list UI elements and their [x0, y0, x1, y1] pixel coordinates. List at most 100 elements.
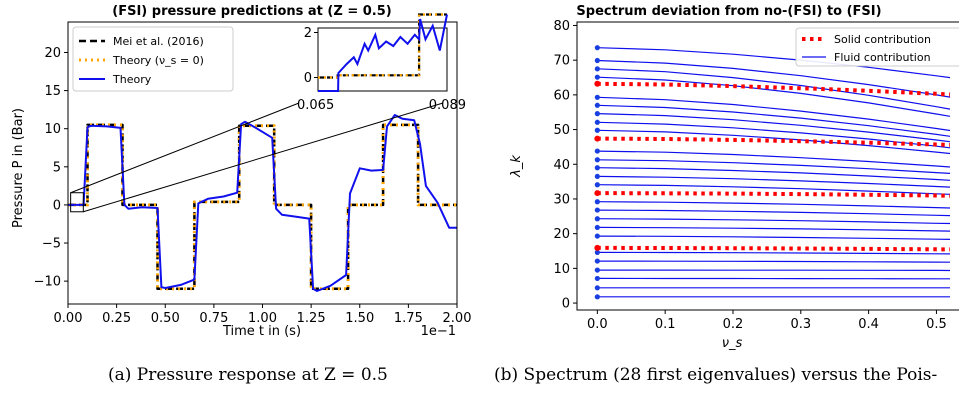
eigen-marker [594, 66, 600, 72]
zoom-connector [83, 102, 444, 213]
x-tick-label: 1.75 [394, 311, 423, 326]
x-tick-label: 0.1 [655, 317, 676, 332]
y-tick-label: 0 [53, 198, 61, 213]
solid-eigen-line [597, 191, 951, 198]
y-axis-label: Pressure P in (Bar) [11, 108, 26, 228]
fluid-eigen-line [597, 209, 951, 217]
y-tick-label: 70 [553, 54, 570, 69]
legend-label: Fluid contribution [834, 51, 931, 64]
chart-title: (FSI) pressure predictions at (Z = 0.5) [112, 4, 391, 19]
solid-eigen-marker [594, 244, 601, 251]
eigen-marker [594, 275, 600, 282]
chart-title: Spectrum deviation from no-(FSI) to (FSI… [576, 4, 881, 19]
axes: 0.0 0.1 0.2 0.3 0.4 0.5 0 10 20 30 40 50 60 70 80 [553, 19, 959, 332]
eigen-marker [594, 216, 600, 222]
inset-corner-label: 0.089 [429, 98, 466, 113]
eigen-marker [594, 294, 600, 300]
eigen-marker [594, 199, 600, 205]
zoom-box [70, 192, 84, 213]
inset-zoom: 0 2 0.065 0.089 [70, 13, 466, 213]
solid-eigen-marker [594, 190, 601, 197]
solid-eigen-line [597, 81, 951, 97]
plot-area [594, 45, 951, 300]
x-tick-label: 0.3 [790, 317, 811, 332]
inset-series [318, 14, 448, 92]
x-tick-label: 1.00 [248, 311, 277, 326]
legend: Solid contribution Fluid contribution [795, 27, 959, 67]
eigen-marker [594, 233, 600, 239]
eigen-marker [594, 148, 600, 154]
fluid-eigen-line [597, 159, 951, 174]
x-tick-label: 0.0 [587, 317, 608, 332]
eigen-marker [594, 249, 600, 255]
solid-eigen-line [597, 245, 951, 252]
eigen-marker [594, 285, 600, 291]
legend-label: Theory (ν_s = 0) [112, 54, 204, 67]
x-tick-label: 1.50 [345, 311, 374, 326]
caption-a: (a) Pressure response at Z = 0.5 [108, 365, 388, 385]
fluid-eigen-line [597, 104, 951, 137]
eigen-marker [594, 111, 600, 117]
y-tick-label: 0 [562, 297, 570, 312]
x-tick-label: 0.50 [151, 311, 180, 326]
axes-frame [576, 21, 959, 311]
fluid-eigen-line [597, 68, 951, 110]
eigen-marker [594, 182, 600, 188]
inset-y-tick-label: 0 [304, 71, 312, 86]
eigen-marker [594, 157, 600, 163]
y-axis-label: λ_k [509, 155, 524, 178]
x-tick-label: 0.5 [926, 317, 947, 332]
legend-label: Solid contribution [834, 33, 931, 46]
inset-series [318, 13, 447, 79]
legend: Mei et al. (2016) Theory (ν_s = 0) Theory [72, 26, 234, 92]
fluid-eigen-line [597, 76, 951, 117]
eigen-marker [594, 224, 600, 231]
fluid-eigen-line [597, 167, 951, 181]
eigen-marker [594, 258, 600, 264]
x-tick-label: 0.00 [54, 311, 83, 326]
caption-b: (b) Spectrum (28 first eigenvalues) vers… [494, 365, 938, 385]
series-line-2 [68, 114, 457, 292]
y-tick-label: 5 [53, 160, 61, 175]
fluid-eigen-line [597, 226, 951, 232]
y-tick-label: 20 [44, 46, 61, 61]
y-tick-label: −10 [34, 275, 61, 290]
solid-eigen-line [597, 136, 951, 147]
y-tick-label: 60 [553, 88, 570, 103]
x-tick-label: 1.25 [297, 311, 326, 326]
legend-box [795, 27, 959, 67]
fluid-eigen-line [597, 218, 951, 225]
legend-label: Mei et al. (2016) [113, 35, 204, 48]
eigen-marker [594, 127, 600, 133]
x-tick-label: 0.25 [102, 311, 131, 326]
x-tick-label: 0.4 [858, 317, 879, 332]
legend-label: Theory [112, 73, 152, 86]
pressure-chart: (FSI) pressure predictions at (Z = 0.5) … [11, 4, 472, 339]
y-tick-label: 50 [553, 123, 570, 138]
x-tick-label: 2.00 [443, 311, 472, 326]
x-multiplier: 1e−1 [421, 324, 456, 339]
fluid-eigen-line [597, 150, 951, 168]
eigen-marker [594, 94, 600, 100]
legend-box [72, 26, 234, 92]
y-tick-label: 40 [553, 158, 570, 173]
plot-area [68, 114, 457, 292]
eigen-marker [594, 207, 600, 213]
x-axis-label: ν_s [722, 336, 743, 351]
fluid-eigen-line [597, 251, 951, 255]
fluid-eigen-line [597, 113, 951, 143]
eigen-marker [594, 45, 600, 51]
fluid-eigen-line [597, 260, 951, 263]
spectrum-chart: Spectrum deviation from no-(FSI) to (FSI… [509, 4, 959, 351]
eigen-marker [594, 57, 600, 64]
y-tick-label: 30 [553, 192, 570, 207]
x-tick-label: 0.2 [723, 317, 744, 332]
solid-eigen-marker [594, 135, 601, 142]
fluid-eigen-line [597, 201, 951, 209]
fluid-eigen-line [597, 235, 951, 240]
axes: 0.00 0.25 0.50 0.75 1.00 1.25 1.50 1.75 2.00 −10 −… [34, 21, 472, 326]
eigen-marker [594, 74, 600, 80]
solid-eigen-marker [594, 80, 601, 87]
x-axis-label: Time t in (s) [222, 324, 301, 339]
fluid-eigen-line [597, 175, 951, 188]
